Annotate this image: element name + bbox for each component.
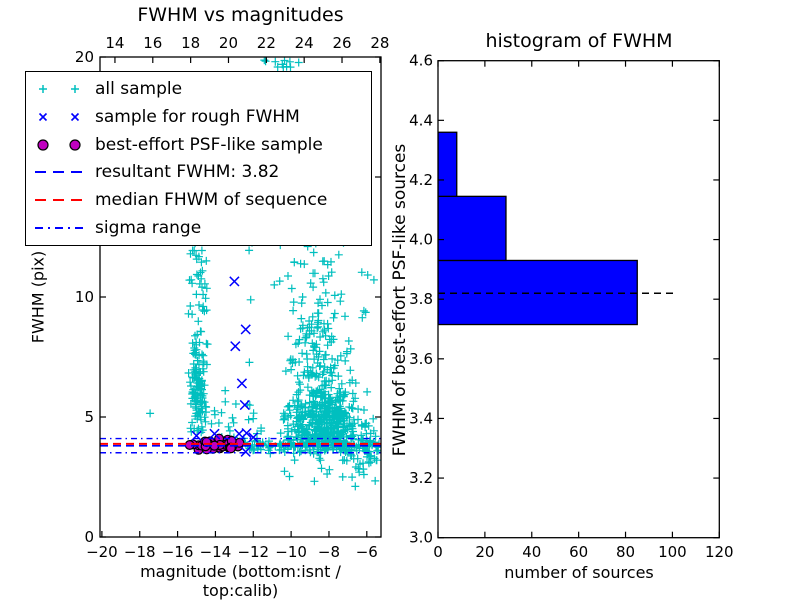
svg-text:120: 120 xyxy=(705,543,734,561)
right-plot-area xyxy=(438,131,675,326)
svg-text:−10: −10 xyxy=(275,543,307,561)
svg-text:20: 20 xyxy=(475,543,494,561)
svg-text:22: 22 xyxy=(257,34,276,52)
svg-text:−16: −16 xyxy=(162,543,194,561)
svg-text:0: 0 xyxy=(433,543,443,561)
histogram-bar xyxy=(438,131,458,197)
left-plot-area xyxy=(100,57,381,491)
legend-entry-rough-fwhm: sample for rough FWHM xyxy=(26,103,371,131)
right-plot-xlabel: number of sources xyxy=(504,563,654,582)
histogram-bar xyxy=(438,259,638,326)
legend-box: all sample sample for rough FWHM best-ef… xyxy=(25,71,372,246)
dashed-line-icon xyxy=(30,189,92,211)
svg-text:4.2: 4.2 xyxy=(409,171,433,189)
legend-entry-all-sample: all sample xyxy=(26,75,371,103)
legend-label: sigma range xyxy=(95,218,202,239)
svg-text:3.2: 3.2 xyxy=(409,469,433,487)
legend-label: median FHWM of sequence xyxy=(95,190,328,211)
legend-entry-sigma-range: sigma range xyxy=(26,214,371,242)
svg-text:5: 5 xyxy=(84,408,94,426)
svg-text:−12: −12 xyxy=(237,543,269,561)
svg-text:4.0: 4.0 xyxy=(409,231,433,249)
svg-text:−6: −6 xyxy=(356,543,378,561)
svg-text:80: 80 xyxy=(616,543,635,561)
legend-label: all sample xyxy=(95,78,183,99)
svg-text:28: 28 xyxy=(370,34,389,52)
right-plot-title: histogram of FWHM xyxy=(485,30,673,52)
svg-text:40: 40 xyxy=(522,543,541,561)
x-marker-icon xyxy=(30,106,92,128)
left-plot-title: FWHM vs magnitudes xyxy=(137,4,344,26)
legend-label: best-effort PSF-like sample xyxy=(95,134,323,155)
svg-text:3.8: 3.8 xyxy=(409,290,433,308)
svg-text:0: 0 xyxy=(84,528,94,546)
svg-text:100: 100 xyxy=(658,543,687,561)
left-plot-xlabel: magnitude (bottom:isnt / top:calib) xyxy=(140,562,341,600)
svg-text:3.4: 3.4 xyxy=(409,409,433,427)
svg-text:24: 24 xyxy=(295,34,314,52)
svg-text:4.6: 4.6 xyxy=(409,52,433,70)
rough-fwhm-points xyxy=(191,276,259,457)
svg-text:16: 16 xyxy=(143,34,162,52)
legend-entry-psf-sample: best-effort PSF-like sample xyxy=(26,131,371,159)
dashed-line-icon xyxy=(30,161,92,183)
svg-text:−20: −20 xyxy=(86,543,118,561)
legend-label: sample for rough FWHM xyxy=(95,106,300,127)
right-plot-ylabel: FWHM of best-effort PSF-like sources xyxy=(390,143,410,457)
svg-text:−8: −8 xyxy=(318,543,340,561)
svg-text:3.6: 3.6 xyxy=(409,350,433,368)
svg-text:−18: −18 xyxy=(124,543,156,561)
histogram-bar xyxy=(438,195,507,262)
legend-entry-median-fwhm: median FHWM of sequence xyxy=(26,186,371,214)
svg-text:4.4: 4.4 xyxy=(409,111,433,129)
svg-text:3.0: 3.0 xyxy=(409,529,433,547)
legend-entry-resultant-fwhm: resultant FWHM: 3.82 xyxy=(26,158,371,186)
svg-text:26: 26 xyxy=(332,34,351,52)
circle-marker-icon xyxy=(30,134,92,156)
svg-text:60: 60 xyxy=(569,543,588,561)
plus-marker-icon xyxy=(30,78,92,100)
svg-text:20: 20 xyxy=(75,48,94,66)
legend-label: resultant FWHM: 3.82 xyxy=(95,162,280,183)
svg-text:14: 14 xyxy=(105,34,124,52)
svg-text:−14: −14 xyxy=(200,543,232,561)
svg-text:10: 10 xyxy=(75,288,94,306)
svg-text:18: 18 xyxy=(181,34,200,52)
svg-text:20: 20 xyxy=(219,34,238,52)
left-plot-ylabel: FWHM (pix) xyxy=(28,250,48,344)
dashdot-line-icon xyxy=(30,217,92,239)
